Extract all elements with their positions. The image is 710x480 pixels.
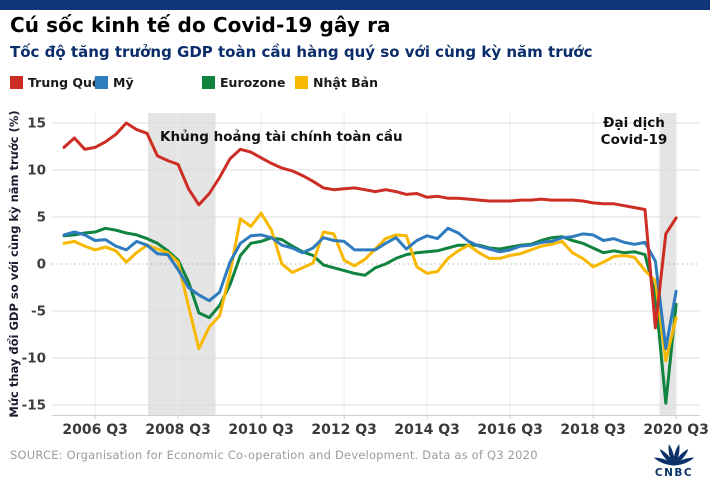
brand-top-bar <box>0 0 710 10</box>
annotation-gfc: Khủng hoảng tài chính toàn cầu <box>160 128 403 145</box>
peacock-feather <box>673 444 680 466</box>
x-tick-label: 2018 Q3 <box>560 422 625 438</box>
x-tick-label: 2010 Q3 <box>228 422 293 438</box>
peacock-feather <box>668 444 675 466</box>
peacock-icon <box>653 444 695 466</box>
svg-text:CNBC: CNBC <box>655 467 693 478</box>
legend-item-trung-quoc: Trung Quốc <box>10 75 108 90</box>
y-tick-label: 5 <box>37 210 46 226</box>
legend-label-trung-quoc: Trung Quốc <box>28 75 108 90</box>
series-line-nhật-bản <box>62 211 678 363</box>
y-tick-label: 15 <box>27 116 46 132</box>
legend-label-my: Mỹ <box>113 75 134 90</box>
y-tick-label: 0 <box>37 257 46 273</box>
series-line-eurozone <box>62 226 678 405</box>
peacock-feather <box>673 457 695 466</box>
series-line-trung-quốc <box>62 121 678 330</box>
legend-label-eurozone: Eurozone <box>220 75 286 90</box>
annotation-covid-line1: Đại dịch <box>603 115 665 131</box>
chart-legend: Trung Quốc Mỹ Eurozone Nhật Bản <box>0 75 710 91</box>
legend-swatch-my <box>95 76 108 89</box>
y-tick-label: -5 <box>31 304 46 320</box>
legend-swatch-eurozone <box>202 76 215 89</box>
x-tick-label: 2014 Q3 <box>394 422 459 438</box>
y-tick-label: -15 <box>22 398 46 414</box>
legend-swatch-trung-quoc <box>10 76 23 89</box>
chart-title: Cú sốc kinh tế do Covid-19 gây ra <box>10 13 391 37</box>
legend-item-eurozone: Eurozone <box>202 75 285 90</box>
peacock-feather <box>659 449 675 466</box>
y-axis-title: Mức thay đổi GDP so với cùng kỳ năm trướ… <box>6 110 21 417</box>
peacock-feather <box>673 449 689 466</box>
y-tick-label: 10 <box>27 163 46 179</box>
legend-swatch-nhat-ban <box>295 76 308 89</box>
legend-label-nhat-ban: Nhật Bản <box>313 75 378 90</box>
y-tick-label: -10 <box>22 351 46 367</box>
x-tick-label: 2016 Q3 <box>477 422 542 438</box>
annotation-covid-line2: Covid-19 <box>601 132 668 148</box>
legend-item-nhat-ban: Nhật Bản <box>295 75 378 90</box>
peacock-feather <box>653 457 675 466</box>
x-tick-label: 2012 Q3 <box>311 422 376 438</box>
x-tick-label: 2020 Q3 <box>643 422 708 438</box>
chart-subtitle: Tốc độ tăng trưởng GDP toàn cầu hàng quý… <box>10 43 593 61</box>
cnbc-logo: CNBC <box>653 444 695 478</box>
x-tick-label: 2008 Q3 <box>145 422 210 438</box>
band-gfc <box>148 113 216 415</box>
legend-item-my: Mỹ <box>95 75 134 90</box>
series-line-mỹ <box>62 226 678 351</box>
x-tick-label: 2006 Q3 <box>62 422 127 438</box>
source-note: SOURCE: Organisation for Economic Co-ope… <box>10 448 538 462</box>
